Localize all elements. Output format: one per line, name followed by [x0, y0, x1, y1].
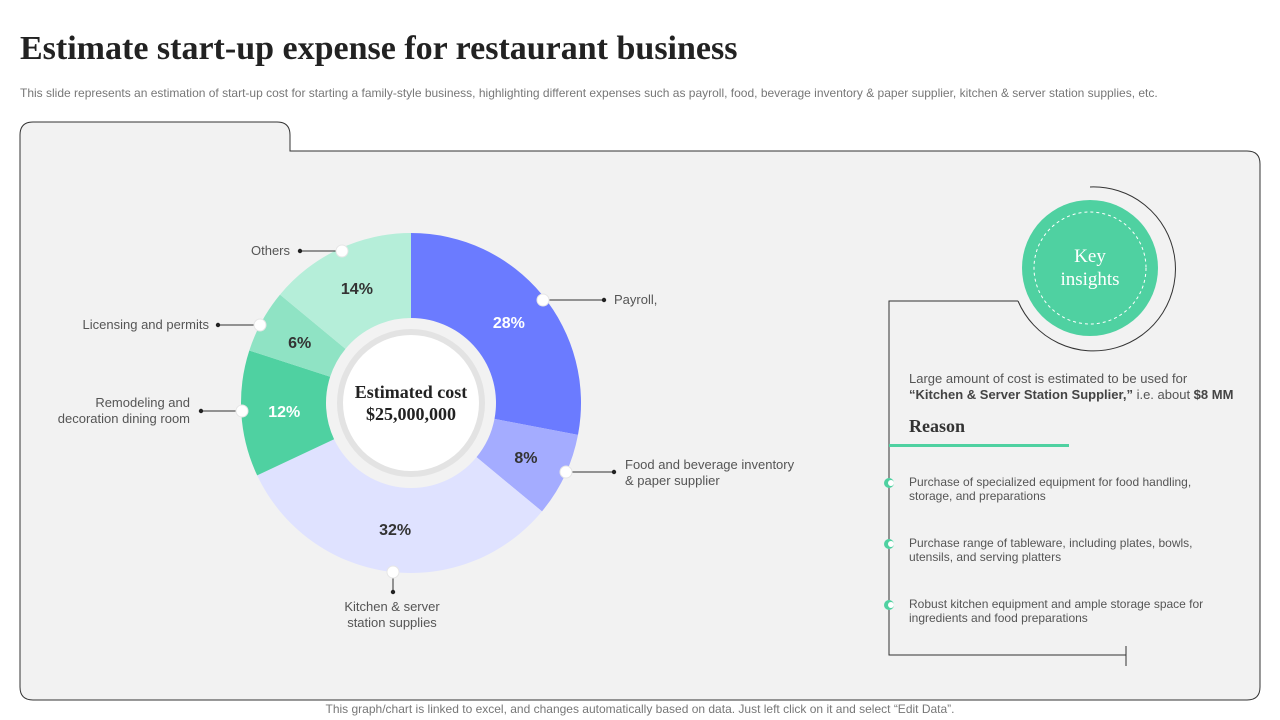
slice-licensing [249, 294, 346, 377]
reason-bullet [884, 600, 894, 610]
reason-underline [889, 444, 1069, 447]
label-others: Others [250, 243, 290, 258]
reason-item: Purchase of specialized equipment for fo… [909, 475, 1192, 503]
slice-payroll [411, 233, 581, 435]
insight-summary-mid: i.e. about [1132, 387, 1194, 402]
insight-summary-text: Large amount of cost is estimated to be … [909, 371, 1188, 386]
reason-bullet [884, 539, 894, 549]
leader-dot [601, 297, 607, 303]
slice-kitchen-server [257, 439, 542, 573]
leader-marker [559, 465, 573, 479]
label-remodeling: Remodeling and decoration dining room [57, 395, 190, 426]
slice-value-label: 6% [288, 335, 311, 352]
page-subtitle: This slide represents an estimation of s… [20, 86, 1158, 100]
center-label-amount: $25,000,000 [366, 404, 456, 424]
slice-value-label: 8% [514, 450, 537, 467]
key-insights-line2: insights [1060, 269, 1120, 290]
slice-value-label: 32% [379, 522, 411, 539]
reason-item: Purchase range of tableware, including p… [909, 536, 1193, 564]
label-food-beverage: Food and beverage inventory & paper supp… [625, 457, 795, 488]
leader-marker [253, 318, 267, 332]
leader-dot [611, 469, 617, 475]
slice-value-label: 28% [493, 315, 525, 332]
donut-center-label: Estimated cost $25,000,000 [330, 381, 492, 425]
leader-dot [297, 248, 303, 254]
label-licensing: Licensing and permits [82, 317, 209, 332]
badge-arc [1017, 186, 1176, 352]
insight-summary: Large amount of cost is estimated to be … [909, 371, 1249, 403]
key-insights-title: Key insights [1040, 245, 1140, 291]
key-insights-badge [1022, 200, 1158, 336]
page-title: Estimate start-up expense for restaurant… [20, 30, 738, 67]
badge-dashed-ring [1033, 211, 1147, 325]
leader-marker [386, 565, 400, 579]
donut-hole [343, 335, 479, 471]
label-payroll: Payroll, [614, 292, 658, 307]
leader-dot [215, 322, 221, 328]
label-kitchen-server: Kitchen & server station supplies [344, 599, 440, 630]
slice-value-label: 12% [268, 404, 300, 421]
insight-summary-amount: $8 MM [1193, 387, 1234, 402]
slice-value-label: 14% [341, 281, 373, 298]
key-insights-line1: Key [1074, 246, 1106, 267]
leader-marker [335, 244, 349, 258]
reason-item: Robust kitchen equipment and ample stora… [909, 597, 1204, 625]
leader-dot [390, 589, 396, 595]
slice-food-beverage [476, 418, 578, 512]
reason-bullet [884, 478, 894, 488]
leader-dot [198, 408, 204, 414]
slice-others [280, 233, 411, 349]
slice-remodeling [240, 350, 335, 476]
reason-title: Reason [909, 416, 966, 436]
footer-note: This graph/chart is linked to excel, and… [325, 702, 955, 716]
leader-marker [536, 293, 550, 307]
leader-marker [235, 404, 249, 418]
insight-summary-highlight: “Kitchen & Server Station Supplier,” [909, 387, 1133, 402]
center-label-title: Estimated cost [354, 382, 468, 402]
